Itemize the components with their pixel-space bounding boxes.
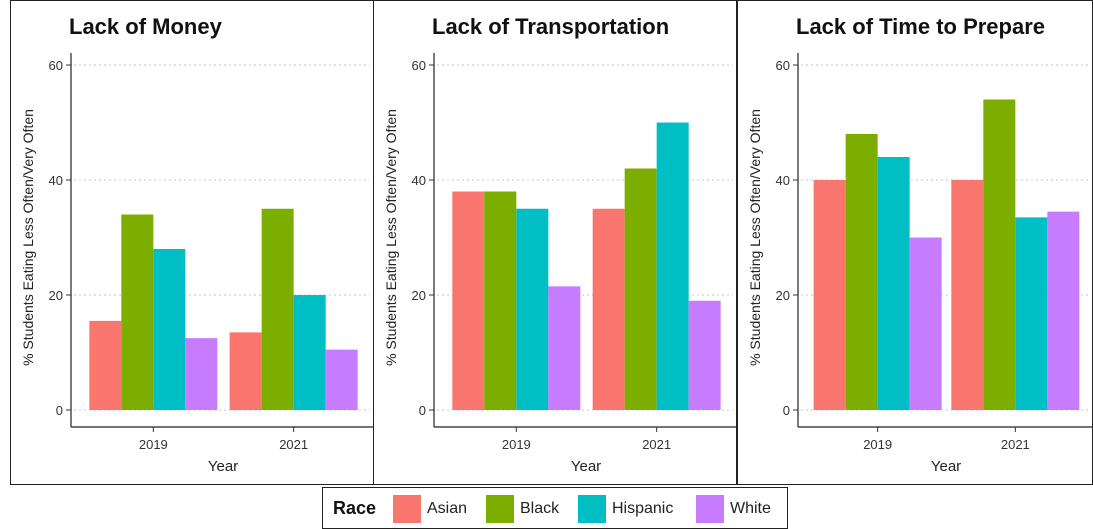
x-axis-label: Year [931, 458, 961, 475]
bar-black-2021 [624, 168, 657, 410]
bar-asian-2019 [89, 320, 122, 410]
x-tick-label: 2021 [1001, 437, 1030, 452]
bar-asian-2021 [951, 180, 984, 410]
bar-hispanic-2021 [293, 295, 326, 410]
y-tick-label: 60 [776, 58, 790, 73]
y-axis-label: % Students Eating Less Often/Very Often [20, 109, 36, 366]
y-tick-label: 60 [49, 58, 63, 73]
legend-title: Race [333, 498, 377, 518]
bar-black-2021 [261, 208, 294, 410]
legend-label-hispanic: Hispanic [612, 500, 674, 517]
legend: Race Asian Black Hispanic White [322, 487, 788, 529]
y-axis-label: % Students Eating Less Often/Very Often [747, 109, 763, 366]
panel-title: Lack of Money [69, 14, 223, 39]
bar-white-2019 [548, 286, 581, 410]
bar-black-2019 [121, 214, 154, 410]
x-tick-label: 2019 [502, 437, 531, 452]
x-axis-label: Year [571, 458, 601, 475]
bar-hispanic-2019 [516, 208, 549, 410]
x-tick-label: 2021 [642, 437, 671, 452]
x-tick-label: 2019 [139, 437, 168, 452]
bar-white-2019 [909, 237, 942, 410]
panel-svg: Lack of Transportation 0 20 40 60 2019 2021 Yea… [383, 14, 737, 475]
legend-swatch-white [696, 495, 724, 523]
bar-black-2019 [484, 191, 517, 410]
bar-hispanic-2019 [153, 249, 186, 410]
x-tick-label: 2019 [863, 437, 892, 452]
y-tick-label: 40 [776, 173, 790, 188]
legend-label-black: Black [520, 500, 560, 517]
panel-title: Lack of Time to Prepare [796, 14, 1045, 39]
y-tick-label: 0 [419, 403, 426, 418]
bar-hispanic-2021 [1015, 217, 1048, 410]
bar-black-2021 [983, 99, 1016, 410]
bar-asian-2019 [452, 191, 485, 410]
panel-svg: Lack of Time to Prepare 0 20 40 60 2019 2021 Ye… [747, 14, 1093, 475]
y-axis-label: % Students Eating Less Often/Very Often [383, 109, 399, 366]
bar-white-2021 [688, 300, 721, 410]
y-tick-label: 20 [776, 288, 790, 303]
panel-svg: Lack of Money 0 20 40 60 2019 2021 Year % Studen… [20, 14, 374, 475]
legend-swatch-black [486, 495, 514, 523]
y-tick-label: 40 [412, 173, 426, 188]
panel-title: Lack of Transportation [432, 14, 669, 39]
bar-white-2019 [185, 338, 218, 410]
x-tick-label: 2021 [279, 437, 308, 452]
panel-3: Lack of Time to Prepare 0 20 40 60 2019 2021 Ye… [737, 0, 1093, 485]
legend-swatch-hispanic [578, 495, 606, 523]
x-axis-label: Year [208, 458, 238, 475]
y-tick-label: 20 [49, 288, 63, 303]
bar-asian-2021 [592, 208, 625, 410]
bar-hispanic-2021 [656, 122, 689, 410]
legend-label-asian: Asian [427, 500, 468, 517]
y-tick-label: 0 [56, 403, 63, 418]
legend-swatch-asian [393, 495, 421, 523]
bar-hispanic-2019 [877, 157, 910, 410]
legend-label-white: White [730, 500, 771, 517]
panel-1: Lack of Money 0 20 40 60 2019 2021 Year % Studen… [10, 0, 374, 485]
panel-2: Lack of Transportation 0 20 40 60 2019 2021 Yea… [373, 0, 737, 485]
chart-panels: Lack of Money 0 20 40 60 2019 2021 Year % Studen… [10, 0, 1093, 487]
y-tick-label: 40 [49, 173, 63, 188]
bar-white-2021 [1047, 211, 1080, 410]
y-tick-label: 60 [412, 58, 426, 73]
y-tick-label: 0 [783, 403, 790, 418]
bar-black-2019 [845, 134, 878, 410]
bar-asian-2021 [229, 332, 262, 410]
y-tick-label: 20 [412, 288, 426, 303]
bar-asian-2019 [813, 180, 846, 410]
bar-white-2021 [325, 349, 358, 410]
